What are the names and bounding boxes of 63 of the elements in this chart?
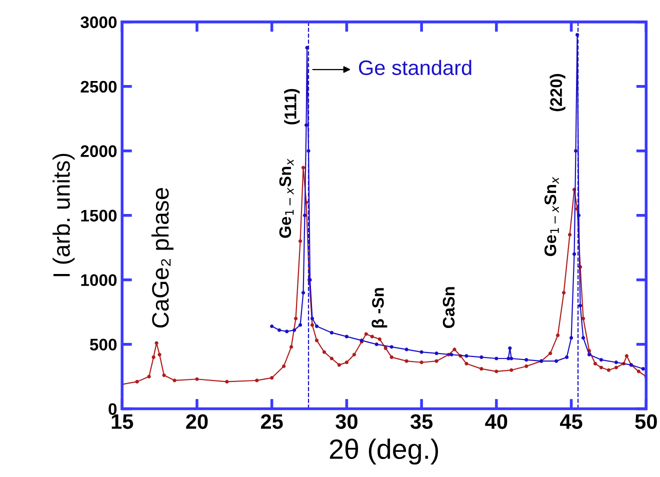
x-tick-label: 30 xyxy=(336,414,358,429)
point xyxy=(330,330,334,335)
point xyxy=(301,290,306,295)
point xyxy=(344,334,348,338)
point xyxy=(434,352,438,356)
x-axis-title: 2θ (deg.) xyxy=(330,438,438,465)
point xyxy=(304,123,308,127)
point xyxy=(302,214,307,218)
y-tick-label: 2500 xyxy=(80,80,117,93)
x-tick-label: 40 xyxy=(485,414,508,429)
y-tick-label: 1500 xyxy=(81,210,117,222)
point xyxy=(464,354,468,358)
point xyxy=(564,355,569,360)
point xyxy=(374,342,378,346)
point xyxy=(390,345,394,349)
y-tick-label: 500 xyxy=(90,338,117,351)
annotation: CaSn xyxy=(442,287,455,328)
point xyxy=(569,336,574,340)
point xyxy=(641,367,645,371)
point xyxy=(310,316,314,320)
point xyxy=(314,324,319,328)
y-tick-label: 0 xyxy=(108,403,117,415)
point xyxy=(480,355,484,360)
point xyxy=(506,356,510,360)
x-tick-label: 35 xyxy=(410,414,433,429)
annotation: (111) xyxy=(284,88,300,124)
annotation: β -Sn xyxy=(372,288,388,328)
point xyxy=(587,352,592,356)
point xyxy=(298,323,302,327)
x-tick-label: 25 xyxy=(260,414,283,429)
point xyxy=(578,304,582,308)
point xyxy=(494,356,498,360)
point xyxy=(420,350,424,354)
x-tick-label: 15 xyxy=(112,414,134,429)
point xyxy=(614,360,618,364)
y-tick-label: 1000 xyxy=(81,274,117,286)
point xyxy=(524,358,528,362)
x-tick-label: 50 xyxy=(635,414,657,429)
point xyxy=(576,214,581,218)
x-tick-label: 20 xyxy=(186,414,208,429)
point xyxy=(450,352,454,356)
point xyxy=(572,252,576,256)
point xyxy=(284,330,289,334)
y-axis-title: I (arb. units) xyxy=(52,154,75,276)
point xyxy=(278,328,282,332)
y-tick-label: 3000 xyxy=(80,16,117,28)
point xyxy=(510,356,514,360)
point xyxy=(508,346,512,350)
point xyxy=(404,348,408,352)
x-tick-label: 45 xyxy=(560,414,582,429)
point xyxy=(599,358,604,362)
y-tick-label: 2000 xyxy=(80,145,117,158)
annotation: Ge$_{1−x}$Sn$_{x}$ xyxy=(544,176,559,256)
point xyxy=(292,328,296,332)
point xyxy=(306,149,310,153)
point xyxy=(581,336,586,340)
annotation: (220) xyxy=(550,74,566,112)
point xyxy=(270,324,274,328)
text: Ge standard xyxy=(358,60,472,76)
point xyxy=(554,359,558,363)
annotation: Ge$_{1−x}$Sn$_{x}$ xyxy=(279,158,294,238)
annotation: CaGe₂ phase xyxy=(151,188,174,328)
point xyxy=(574,149,578,153)
